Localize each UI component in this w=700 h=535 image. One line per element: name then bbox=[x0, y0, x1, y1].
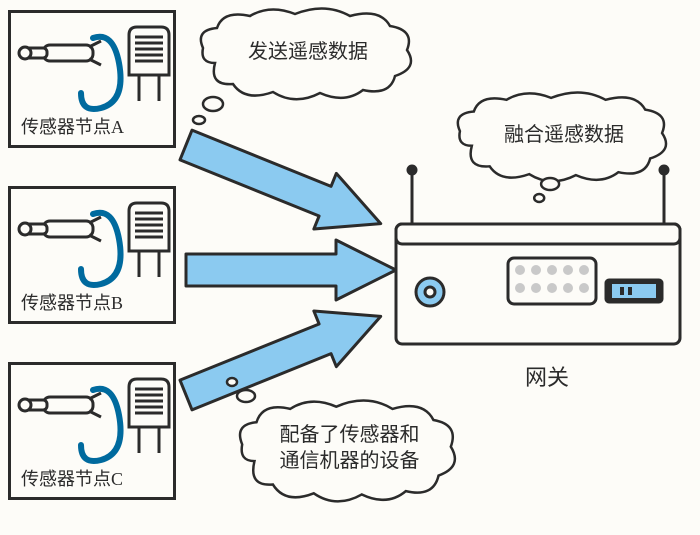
thought-bubble: 发送遥感数据 bbox=[195, 8, 435, 133]
sensor-node-box: 传感器节点C bbox=[8, 362, 176, 500]
bubble-text: 配备了传感器和 通信机器的设备 bbox=[252, 422, 447, 474]
sensor-node-label: 传感器节点B bbox=[21, 289, 123, 315]
sensor-art bbox=[11, 189, 179, 299]
sensor-node-label: 传感器节点C bbox=[21, 465, 123, 491]
flow-arrow bbox=[186, 240, 416, 305]
bubble-text: 融合遥感数据 bbox=[470, 122, 658, 148]
sensor-node-box: 传感器节点B bbox=[8, 186, 176, 324]
sensor-node-box: 传感器节点A bbox=[8, 10, 176, 148]
gateway-label: 网关 bbox=[525, 360, 569, 392]
thought-bubble: 配备了传感器和 通信机器的设备 bbox=[234, 400, 479, 535]
sensor-art bbox=[11, 13, 179, 123]
bubble-text: 发送遥感数据 bbox=[213, 39, 403, 65]
sensor-node-label: 传感器节点A bbox=[21, 113, 124, 139]
thought-bubble: 融合遥感数据 bbox=[452, 92, 690, 215]
sensor-art bbox=[11, 365, 179, 475]
